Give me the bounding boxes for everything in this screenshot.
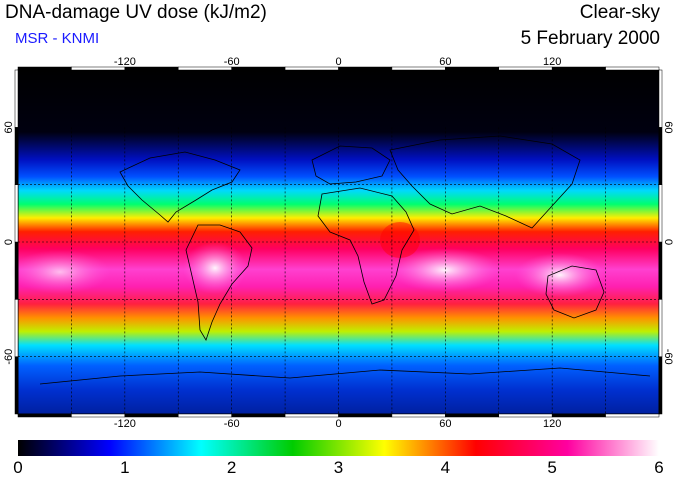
sky-condition-label: Clear-sky — [579, 2, 660, 23]
coastline-australia — [545, 265, 605, 319]
frame-band — [14, 356, 19, 415]
frame-ticks — [14, 66, 663, 418]
coastline-africa — [317, 187, 415, 305]
frame-band — [338, 66, 393, 71]
lat-tick-label-right: -60 — [662, 349, 674, 365]
frame-band — [445, 413, 500, 418]
frame-band — [551, 413, 606, 418]
frame-band — [658, 127, 663, 185]
coastline-europe — [311, 145, 391, 185]
lat-tick-label-right: 60 — [662, 121, 674, 133]
colorbar-tick-label: 0 — [13, 458, 23, 477]
lon-tick-label-top: 120 — [543, 56, 561, 68]
colorbar-tick-label: 3 — [333, 458, 344, 477]
frame-band — [231, 413, 286, 418]
frame-band — [338, 413, 393, 418]
frame-band — [658, 184, 663, 243]
coastline-north-america — [119, 151, 241, 223]
graticule — [18, 127, 659, 414]
colorbar-tick-label: 2 — [226, 458, 237, 477]
frame-band — [658, 299, 663, 357]
lon-tick-label-top: 60 — [439, 56, 451, 68]
lon-tick-label-top: 0 — [335, 56, 341, 68]
frame-band — [17, 66, 72, 71]
frame-band — [284, 413, 339, 418]
lat-tick-label-left: 0 — [3, 239, 15, 245]
map-title: DNA-damage UV dose (kJ/m2) — [5, 2, 267, 23]
frame-band — [14, 299, 19, 357]
coastline-antarctica — [39, 367, 651, 385]
colorbar-tick-label: 4 — [440, 458, 451, 477]
coastline-south-america — [185, 224, 253, 341]
lat-tick-label-left: -60 — [3, 349, 15, 365]
frame-band — [14, 127, 19, 185]
frame-band — [498, 413, 553, 418]
frame-band — [17, 413, 72, 418]
lon-tick-label-bottom: -60 — [224, 418, 240, 430]
lon-tick-label-bottom: -120 — [114, 418, 136, 430]
frame-band — [178, 413, 232, 418]
frame-band — [284, 66, 339, 71]
frame-band — [14, 241, 19, 300]
source-label: MSR - KNMI — [15, 30, 100, 47]
colorbar — [18, 440, 659, 456]
lon-tick-label-bottom: 60 — [439, 418, 451, 430]
frame-band — [71, 413, 126, 418]
lat-tick-label-left: 60 — [3, 121, 15, 133]
frame-band — [14, 69, 19, 128]
frame-band — [124, 413, 179, 418]
lon-tick-label-bottom: 0 — [335, 418, 341, 430]
lon-tick-label-top: -60 — [224, 56, 240, 68]
frame-band — [14, 184, 19, 243]
frame-band — [605, 413, 660, 418]
date-label: 5 February 2000 — [520, 28, 660, 49]
coastlines — [39, 135, 651, 385]
frame-band — [658, 69, 663, 128]
colorbar-tick-label: 5 — [547, 458, 557, 477]
frame-band — [605, 66, 660, 71]
frame-band — [445, 66, 500, 71]
frame-band — [391, 413, 446, 418]
lat-tick-label-right: 0 — [662, 239, 674, 245]
tick-labels: -120 -120 -60 -60 0 0 60 60 120 120 60 60 0 0 -60 -60 — [3, 56, 674, 430]
colorbar-tick-label: 1 — [120, 458, 130, 477]
colorbar-tick-label: 6 — [654, 458, 664, 477]
lon-tick-label-bottom: 120 — [543, 418, 561, 430]
frame-band — [391, 66, 446, 71]
lon-tick-label-top: -120 — [114, 56, 136, 68]
coastline-asia — [389, 135, 581, 229]
frame-band — [231, 66, 286, 71]
frame-band — [658, 356, 663, 415]
frame-band — [658, 241, 663, 300]
